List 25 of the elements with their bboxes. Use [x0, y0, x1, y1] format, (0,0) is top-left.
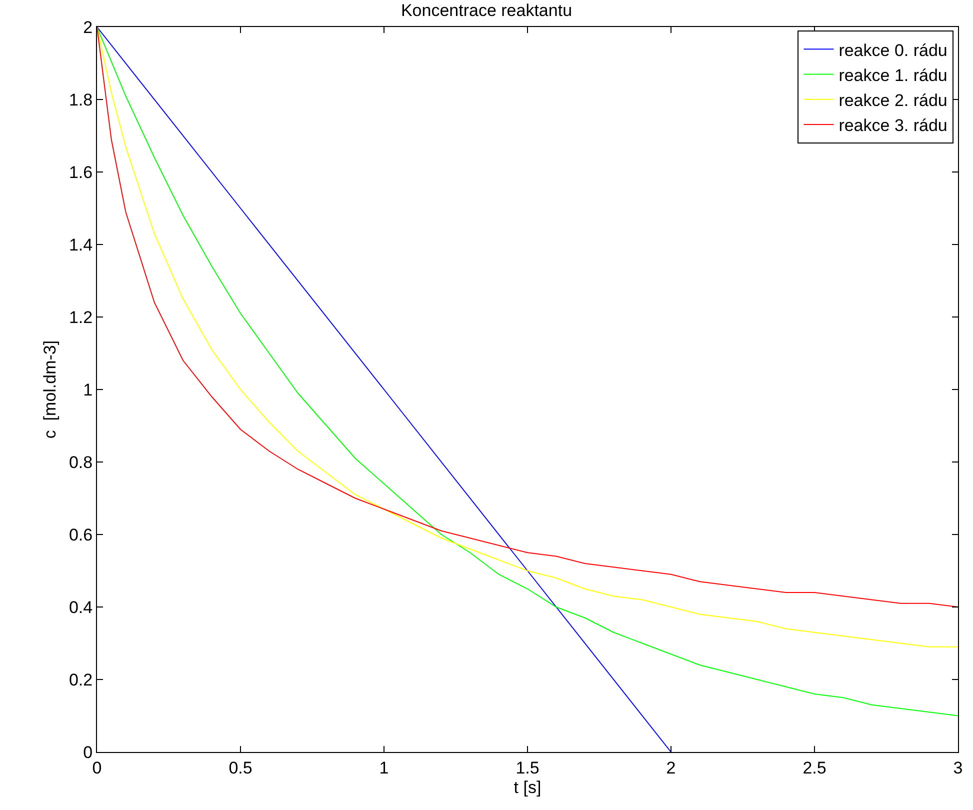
y-tick-label: 0: [83, 742, 93, 762]
legend-label: reakce 2. rádu: [838, 91, 948, 110]
x-tick-label: 2.5: [802, 758, 826, 778]
legend-label: reakce 3. rádu: [838, 116, 948, 136]
x-axis-title: t [s]: [514, 778, 542, 797]
line-series: [97, 27, 672, 752]
y-tick-label: 1.2: [68, 308, 93, 327]
y-tick-label: 1.4: [68, 235, 93, 254]
y-tick-label: 1.6: [68, 162, 93, 182]
y-tick-label: 0.8: [68, 452, 93, 472]
y-tick-label: 1.8: [68, 90, 93, 110]
y-tick-label: 0.2: [68, 670, 93, 690]
x-tick-label: 0.5: [228, 758, 252, 778]
y-tick-label: 0.4: [68, 598, 93, 617]
legend-label: reakce 0. rádu: [838, 40, 948, 60]
y-tick-label: 2: [83, 18, 93, 37]
y-tick-label: 1: [83, 380, 93, 400]
x-tick-label: 1: [379, 758, 389, 778]
x-tick-label: 3: [953, 758, 963, 778]
x-tick-label: 1.5: [516, 758, 540, 778]
y-tick-label: 0.6: [68, 525, 93, 544]
legend-label: reakce 1. rádu: [838, 66, 948, 85]
chart-title: Koncentrace reaktantu: [400, 0, 572, 20]
y-axis-title: c [mol.dm-3]: [40, 340, 60, 439]
x-tick-label: 2: [666, 758, 676, 778]
